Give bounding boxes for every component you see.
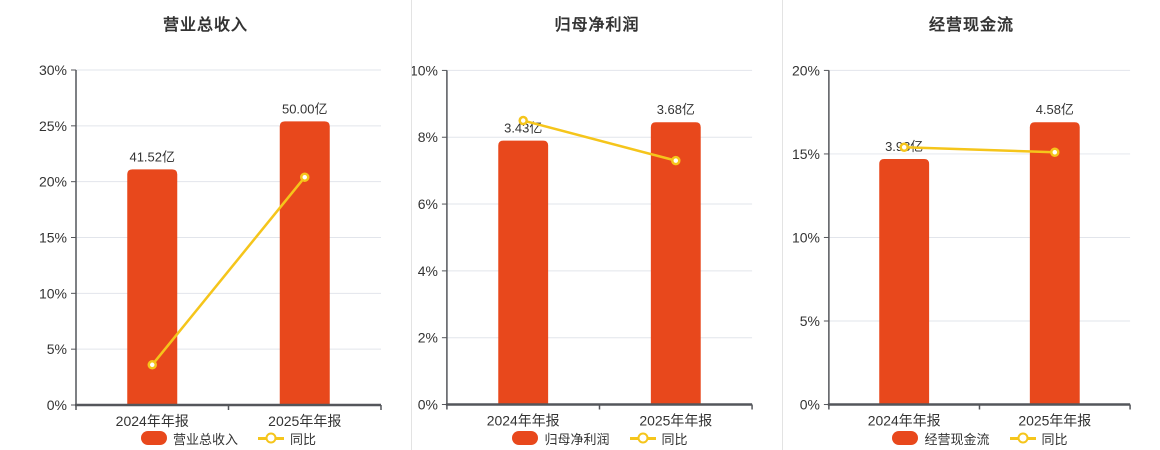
net-profit-chart-plot: 0% 2% 4% 6% 8% 10% 3.43亿 3.68亿 2024年年报 2025年年报 <box>412 62 753 428</box>
y-tick-label: 0% <box>800 397 820 413</box>
x-category-label: 2024年年报 <box>116 413 189 429</box>
yoy-point-marker[interactable] <box>671 155 681 166</box>
bar-series-swatch-icon <box>512 431 539 445</box>
yoy-point-marker[interactable] <box>518 115 528 126</box>
y-tick-label: 15% <box>39 230 67 246</box>
legend-item-line-series[interactable]: 同比 <box>629 429 688 448</box>
y-tick-label: 8% <box>418 129 438 145</box>
y-tick-label: 5% <box>800 313 820 329</box>
yoy-point-marker[interactable] <box>899 142 909 152</box>
yoy-line <box>151 176 306 366</box>
yoy-point-marker[interactable] <box>1050 147 1060 158</box>
bar-series-swatch-icon <box>140 431 167 445</box>
x-category-label: 2024年年报 <box>868 412 941 428</box>
x-category-label: 2025年年报 <box>268 413 341 429</box>
y-tick-label: 30% <box>39 62 67 78</box>
legend-item-line-series[interactable]: 同比 <box>1009 429 1068 448</box>
y-tick-label: 20% <box>792 62 820 78</box>
chart-legend: 经营现金流 同比 <box>829 429 1131 447</box>
legend-bar-label: 归母净利润 <box>544 431 610 447</box>
bar[interactable] <box>650 122 701 405</box>
y-tick-label: 2% <box>418 330 438 346</box>
y-tick-label: 6% <box>418 196 438 212</box>
y-tick-label: 0% <box>47 397 67 413</box>
y-tick-label: 15% <box>792 146 820 162</box>
y-tick-label: 0% <box>418 397 438 413</box>
bar[interactable] <box>498 140 549 405</box>
chart-legend: 营业总收入 同比 <box>76 429 381 447</box>
y-tick-label: 10% <box>792 229 820 245</box>
bar[interactable] <box>279 121 330 405</box>
y-tick-label: 10% <box>412 62 438 78</box>
yoy-point-marker[interactable] <box>147 360 157 370</box>
chart-title: 归母净利润 <box>554 17 640 34</box>
chart-legend: 归母净利润 同比 <box>447 429 753 447</box>
chart-title: 营业总收入 <box>162 17 248 34</box>
yoy-line <box>522 119 677 162</box>
legend-bar-label: 经营现金流 <box>924 431 990 447</box>
legend-bar-label: 营业总收入 <box>172 431 238 447</box>
legend-item-bar-series[interactable]: 营业总收入 <box>140 429 238 448</box>
bar-value-label: 3.68亿 <box>657 102 695 117</box>
y-tick-label: 10% <box>39 285 67 301</box>
y-tick-label: 20% <box>39 174 67 190</box>
yoy-line <box>904 146 1055 154</box>
bar-value-label: 41.52亿 <box>129 149 175 164</box>
bar[interactable] <box>1029 122 1080 405</box>
chart-panel-net-profit: 归母净利润 0% 2% 4% 6% 8% 10% 3.43亿 3.68亿 2024年年报 2025… <box>411 0 782 450</box>
legend-item-bar-series[interactable]: 经营现金流 <box>892 429 990 448</box>
chart-title: 经营现金流 <box>928 17 1014 34</box>
bar-value-label: 3.43亿 <box>504 121 542 136</box>
line-series-marker-icon <box>1009 432 1036 444</box>
bar-value-label: 50.00亿 <box>282 101 328 116</box>
bar[interactable] <box>127 169 178 405</box>
legend-item-bar-series[interactable]: 归母净利润 <box>512 429 610 448</box>
chart-panel-cashflow: 经营现金流 0%5%10%15%20%3.98亿4.58亿2024年年报2025… <box>782 0 1160 450</box>
bar-value-label: 4.58亿 <box>1036 102 1074 117</box>
y-tick-label: 4% <box>418 263 438 279</box>
revenue-chart-plot: 0% 5% 10% 15% 20% 25% 30% 41.52亿 50.00亿 2024年年报 20… <box>39 62 382 429</box>
legend-line-label: 同比 <box>1041 431 1068 447</box>
bar[interactable] <box>879 158 930 405</box>
yoy-point-marker[interactable] <box>300 172 310 182</box>
x-category-label: 2025年年报 <box>1018 412 1091 428</box>
legend-line-label: 同比 <box>661 431 688 447</box>
line-series-marker-icon <box>258 432 284 444</box>
legend-item-line-series[interactable]: 同比 <box>258 429 316 448</box>
y-tick-label: 5% <box>47 341 67 357</box>
x-category-label: 2025年年报 <box>639 412 712 428</box>
legend-line-label: 同比 <box>290 431 317 447</box>
x-category-label: 2024年年报 <box>487 412 560 428</box>
line-series-marker-icon <box>629 432 656 444</box>
bar-series-swatch-icon <box>892 431 919 445</box>
chart-panel-revenue: 营业总收入 0% 5% 10% 15% 20% 25% 30% 41.52亿 50.00亿 202… <box>0 0 411 450</box>
y-tick-label: 25% <box>39 118 67 134</box>
